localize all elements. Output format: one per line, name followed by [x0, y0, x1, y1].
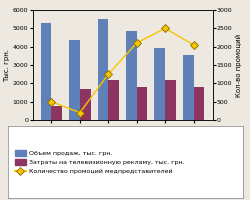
Bar — [108, 80, 119, 120]
Bar — [98, 19, 108, 120]
Bar — [41, 23, 52, 120]
Bar — [137, 87, 147, 120]
Bar — [154, 48, 165, 120]
Bar — [69, 40, 80, 120]
Y-axis label: Тыс. грн.: Тыс. грн. — [4, 48, 10, 82]
Y-axis label: Кол-во промоций: Кол-во промоций — [235, 33, 242, 97]
Legend: Объем продаж, тыс. грн., Затраты на телевизионную рекламу, тыс. грн., Количество: Объем продаж, тыс. грн., Затраты на теле… — [13, 148, 187, 176]
Bar — [194, 87, 204, 120]
Bar — [126, 31, 137, 120]
Bar — [52, 106, 62, 120]
Bar — [183, 55, 194, 120]
Bar — [80, 89, 91, 120]
Bar — [165, 80, 176, 120]
